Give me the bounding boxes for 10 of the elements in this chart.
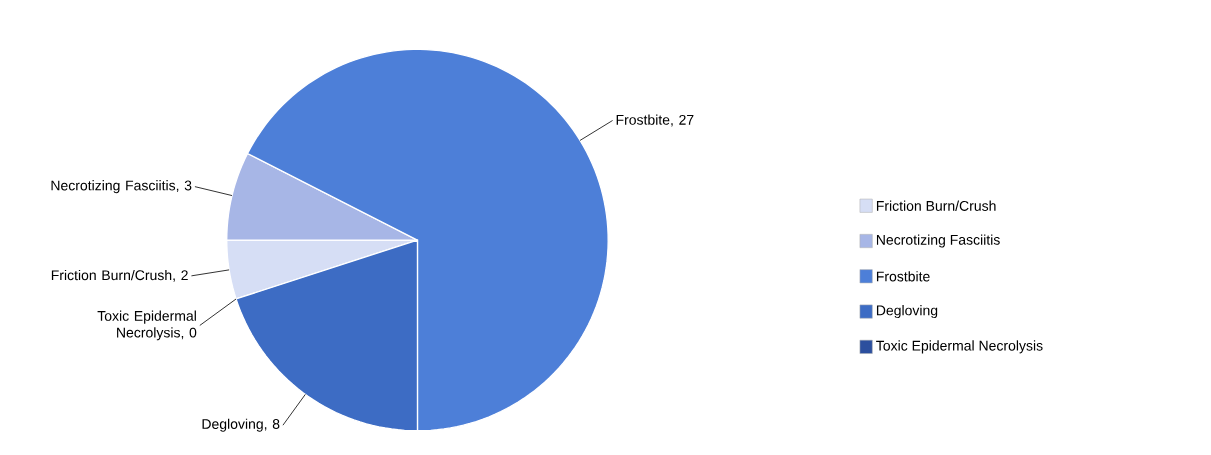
legend-label: Toxic Epidermal Necrolysis	[876, 340, 1043, 354]
legend-label: Frostbite	[876, 271, 930, 282]
data-label: Necrotizing Fasciitis, 3	[51, 180, 192, 194]
legend-label: Degloving	[876, 305, 938, 319]
data-label: Frostbite, 27	[616, 114, 694, 127]
text: Toxic Epidermal Necrolysis, 0	[97, 310, 197, 341]
legend-label: Friction Burn/Crush	[876, 200, 996, 211]
data-label: Degloving, 8	[202, 418, 280, 432]
data-label: Friction Burn/Crush, 2	[51, 270, 188, 282]
legend-label: Necrotizing Fasciitis	[876, 234, 1000, 248]
